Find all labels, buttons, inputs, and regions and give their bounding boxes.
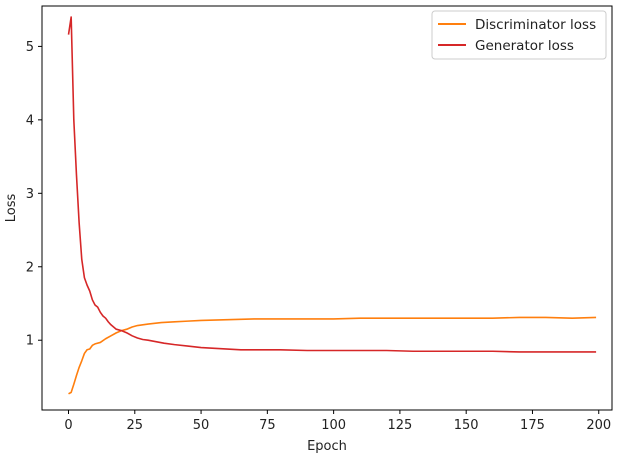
x-axis-label: Epoch	[307, 439, 347, 454]
y-tick-label: 4	[26, 113, 34, 128]
y-tick-label: 5	[26, 40, 34, 55]
legend-box	[431, 10, 607, 60]
y-tick-label: 1	[26, 334, 34, 349]
x-tick-label: 25	[127, 418, 144, 433]
series-layer	[67, 16, 597, 395]
ticks-layer: 0 25 50 75 100 125 150 175 200 1 2 3 4 5	[26, 40, 611, 433]
axes-frame	[41, 5, 613, 411]
x-tick-label: 0	[64, 418, 72, 433]
x-tick-label: 150	[454, 418, 479, 433]
generator-loss-line	[67, 16, 597, 353]
legend: Discriminator loss Generator loss	[431, 10, 607, 60]
discriminator-loss-line	[68, 316, 597, 395]
x-tick-label: 200	[586, 418, 611, 433]
x-tick-label: 100	[321, 418, 346, 433]
x-tick-label: 175	[520, 418, 545, 433]
x-tick-label: 75	[259, 418, 276, 433]
y-axis-label: Loss	[4, 194, 19, 223]
legend-label-discriminator: Discriminator loss	[475, 17, 596, 33]
y-tick-label: 2	[26, 260, 34, 275]
x-tick-label: 125	[387, 418, 412, 433]
legend-label-generator: Generator loss	[475, 38, 574, 54]
y-tick-label: 3	[26, 187, 34, 202]
x-tick-label: 50	[193, 418, 210, 433]
